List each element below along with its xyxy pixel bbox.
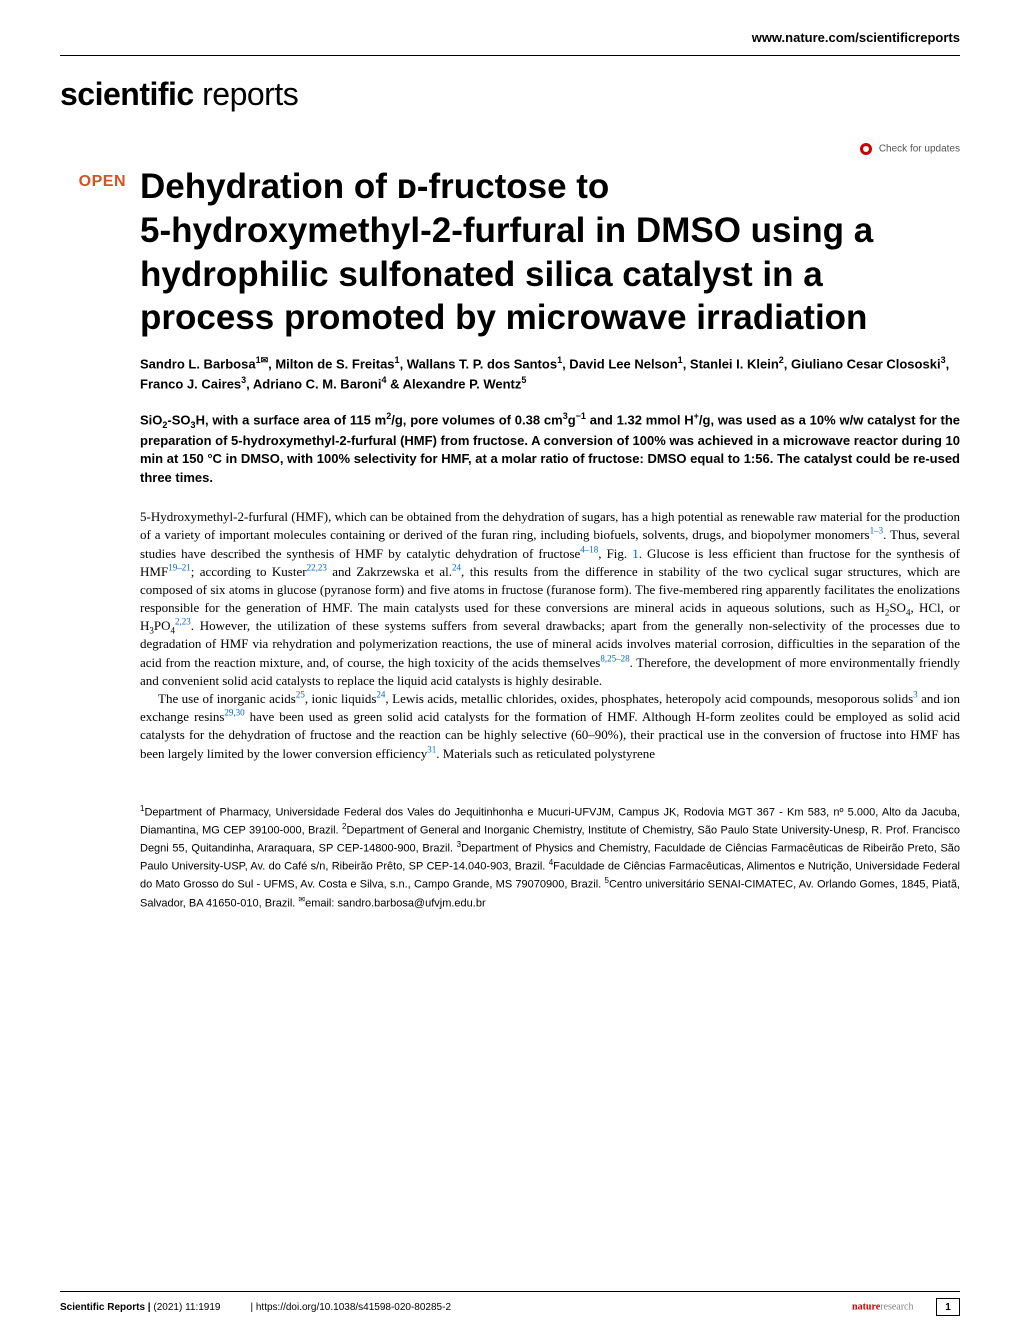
check-updates-label: Check for updates: [879, 144, 960, 155]
right-column: Dehydration of ᴅ‑fructose to 5‑hydroxyme…: [140, 165, 960, 912]
publisher-logo: natureresearch: [852, 1302, 916, 1313]
journal-logo: scientific reports: [0, 56, 1020, 123]
article-title: Dehydration of ᴅ‑fructose to 5‑hydroxyme…: [140, 165, 960, 340]
footer-citation: (2021) 11:1919: [153, 1302, 220, 1313]
logo-light-text: reports: [194, 76, 298, 112]
open-access-badge: OPEN: [60, 173, 126, 191]
check-updates-link[interactable]: Check for updates: [0, 123, 1020, 155]
body-text: 5-Hydroxymethyl-2-furfural (HMF), which …: [140, 508, 960, 763]
page-footer: Scientific Reports | (2021) 11:1919 | ht…: [60, 1291, 960, 1316]
footer-journal-name: Scientific Reports |: [60, 1302, 151, 1313]
page-number: 1: [936, 1298, 960, 1316]
publisher-bold: nature: [852, 1302, 880, 1313]
paragraph-2: The use of inorganic acids25, ionic liqu…: [140, 690, 960, 763]
publisher-light: research: [880, 1302, 913, 1313]
footer-right: natureresearch 1: [852, 1298, 960, 1316]
affiliations: 1Department of Pharmacy, Universidade Fe…: [140, 803, 960, 912]
logo-bold-text: scientific: [60, 76, 194, 112]
main-content: OPEN Dehydration of ᴅ‑fructose to 5‑hydr…: [0, 155, 1020, 912]
journal-url: www.nature.com/scientificreports: [0, 0, 1020, 55]
left-column: OPEN: [60, 165, 140, 912]
footer-doi: | https://doi.org/10.1038/s41598-020-802…: [250, 1302, 451, 1313]
footer-journal-citation: Scientific Reports | (2021) 11:1919: [60, 1302, 220, 1313]
paragraph-1: 5-Hydroxymethyl-2-furfural (HMF), which …: [140, 508, 960, 690]
crossmark-icon: [860, 143, 872, 155]
footer-left: Scientific Reports | (2021) 11:1919 | ht…: [60, 1302, 451, 1313]
abstract: SiO2‑SO3H, with a surface area of 115 m2…: [140, 410, 960, 489]
author-list: Sandro L. Barbosa1✉, Milton de S. Freita…: [140, 354, 960, 394]
